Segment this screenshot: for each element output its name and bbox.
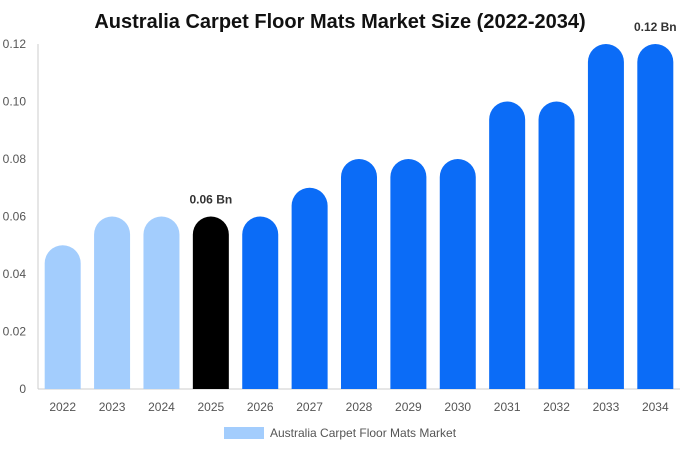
x-tick-label: 2030 [444, 400, 471, 414]
bar-2022[interactable] [44, 245, 81, 389]
x-tick-label: 2034 [642, 400, 669, 414]
bar-series [44, 44, 674, 390]
x-tick-label: 2024 [148, 400, 175, 414]
data-label-2034: 0.12 Bn [634, 20, 677, 34]
x-tick-label: 2033 [593, 400, 620, 414]
data-labels: 0.06 Bn 0.12 Bn [190, 20, 677, 207]
x-tick-label: 2032 [543, 400, 570, 414]
y-tick-label: 0.10 [3, 95, 27, 109]
x-tick-label: 2022 [49, 400, 76, 414]
y-tick-label: 0.12 [3, 37, 27, 51]
y-tick-label: 0.08 [3, 152, 27, 166]
bar-2029[interactable] [390, 159, 427, 389]
chart-title: Australia Carpet Floor Mats Market Size … [94, 11, 585, 33]
data-label-2025: 0.06 Bn [190, 193, 233, 207]
bar-2027[interactable] [291, 187, 328, 389]
bar-2025[interactable] [192, 216, 229, 390]
bar-2026[interactable] [242, 216, 279, 390]
x-tick-label: 2029 [395, 400, 422, 414]
x-tick-label: 2026 [247, 400, 274, 414]
x-tick-label: 2028 [346, 400, 373, 414]
bar-2030[interactable] [439, 159, 476, 389]
x-axis: 2022 2023 2024 2025 2026 2027 2028 2029 2030 2031… [38, 388, 680, 414]
bar-2028[interactable] [341, 159, 377, 389]
x-tick-label: 2025 [197, 400, 224, 414]
bar-2024[interactable] [143, 216, 180, 390]
bar-2032[interactable] [538, 101, 575, 390]
x-tick-label: 2023 [99, 400, 126, 414]
bar-2034[interactable] [637, 44, 674, 389]
bar-2023[interactable] [94, 216, 131, 390]
bar-2031[interactable] [489, 101, 526, 389]
legend: Australia Carpet Floor Mats Market [224, 426, 457, 440]
y-tick-label: 0.06 [3, 210, 27, 224]
y-tick-label: 0 [19, 382, 26, 396]
y-tick-label: 0.04 [3, 267, 27, 281]
legend-swatch [224, 427, 264, 439]
bar-2033[interactable] [587, 44, 624, 389]
x-tick-label: 2031 [494, 400, 521, 414]
legend-label[interactable]: Australia Carpet Floor Mats Market [270, 426, 457, 440]
x-tick-label: 2027 [296, 400, 323, 414]
y-axis: 0 0.02 0.04 0.06 0.08 0.10 0.12 [3, 37, 39, 396]
y-tick-label: 0.02 [3, 325, 27, 339]
